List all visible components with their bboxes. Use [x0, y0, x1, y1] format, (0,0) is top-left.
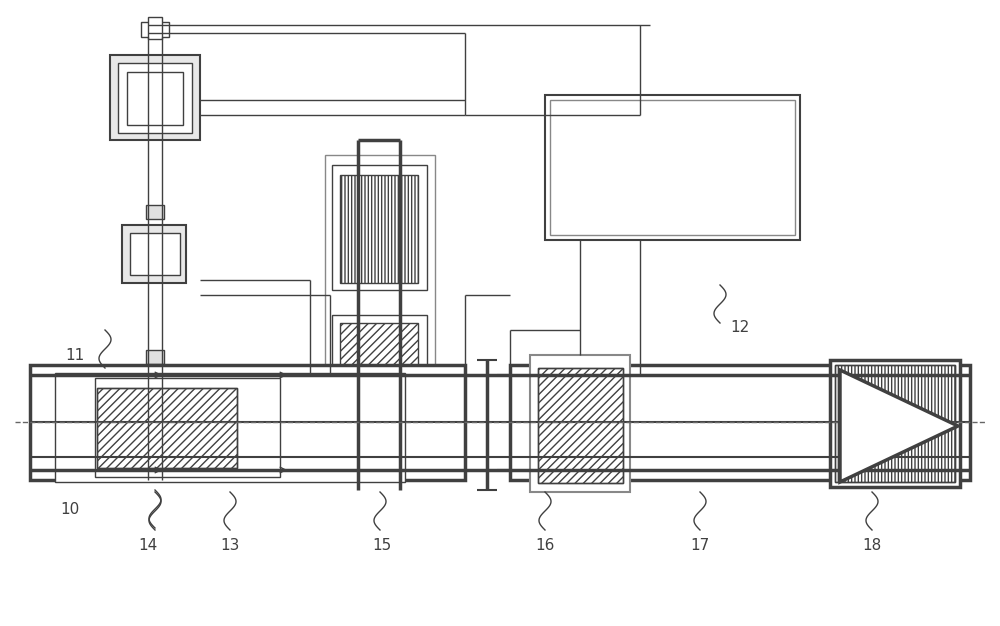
Text: 18: 18 — [862, 538, 882, 553]
Bar — [130, 233, 180, 275]
Bar — [97, 388, 237, 468]
Bar — [95, 378, 280, 477]
Bar — [332, 315, 427, 400]
Text: 17: 17 — [690, 538, 710, 553]
Bar — [127, 72, 183, 125]
Bar — [55, 373, 405, 482]
Bar — [30, 365, 465, 480]
Text: 10: 10 — [60, 503, 80, 518]
Bar — [545, 95, 800, 240]
Text: 15: 15 — [372, 538, 392, 553]
Bar — [110, 55, 200, 140]
Bar — [97, 388, 237, 468]
Bar — [332, 165, 427, 290]
Bar — [340, 323, 418, 391]
Bar — [340, 175, 418, 283]
Text: 13: 13 — [220, 538, 240, 553]
Bar — [510, 365, 970, 480]
Bar — [530, 355, 630, 492]
Bar — [835, 365, 955, 482]
Bar — [146, 205, 164, 219]
Bar — [830, 360, 960, 487]
Bar — [550, 100, 795, 235]
Bar — [538, 368, 623, 483]
Bar — [118, 63, 192, 133]
Bar — [325, 155, 435, 400]
Text: 12: 12 — [730, 321, 750, 336]
Text: 14: 14 — [138, 538, 158, 553]
Bar — [122, 225, 186, 283]
Polygon shape — [840, 370, 958, 482]
Bar — [148, 17, 162, 39]
Bar — [146, 350, 164, 364]
Text: 16: 16 — [535, 538, 555, 553]
Bar — [538, 368, 623, 483]
Text: 11: 11 — [65, 347, 85, 362]
Bar — [835, 365, 955, 482]
Bar — [141, 22, 169, 37]
